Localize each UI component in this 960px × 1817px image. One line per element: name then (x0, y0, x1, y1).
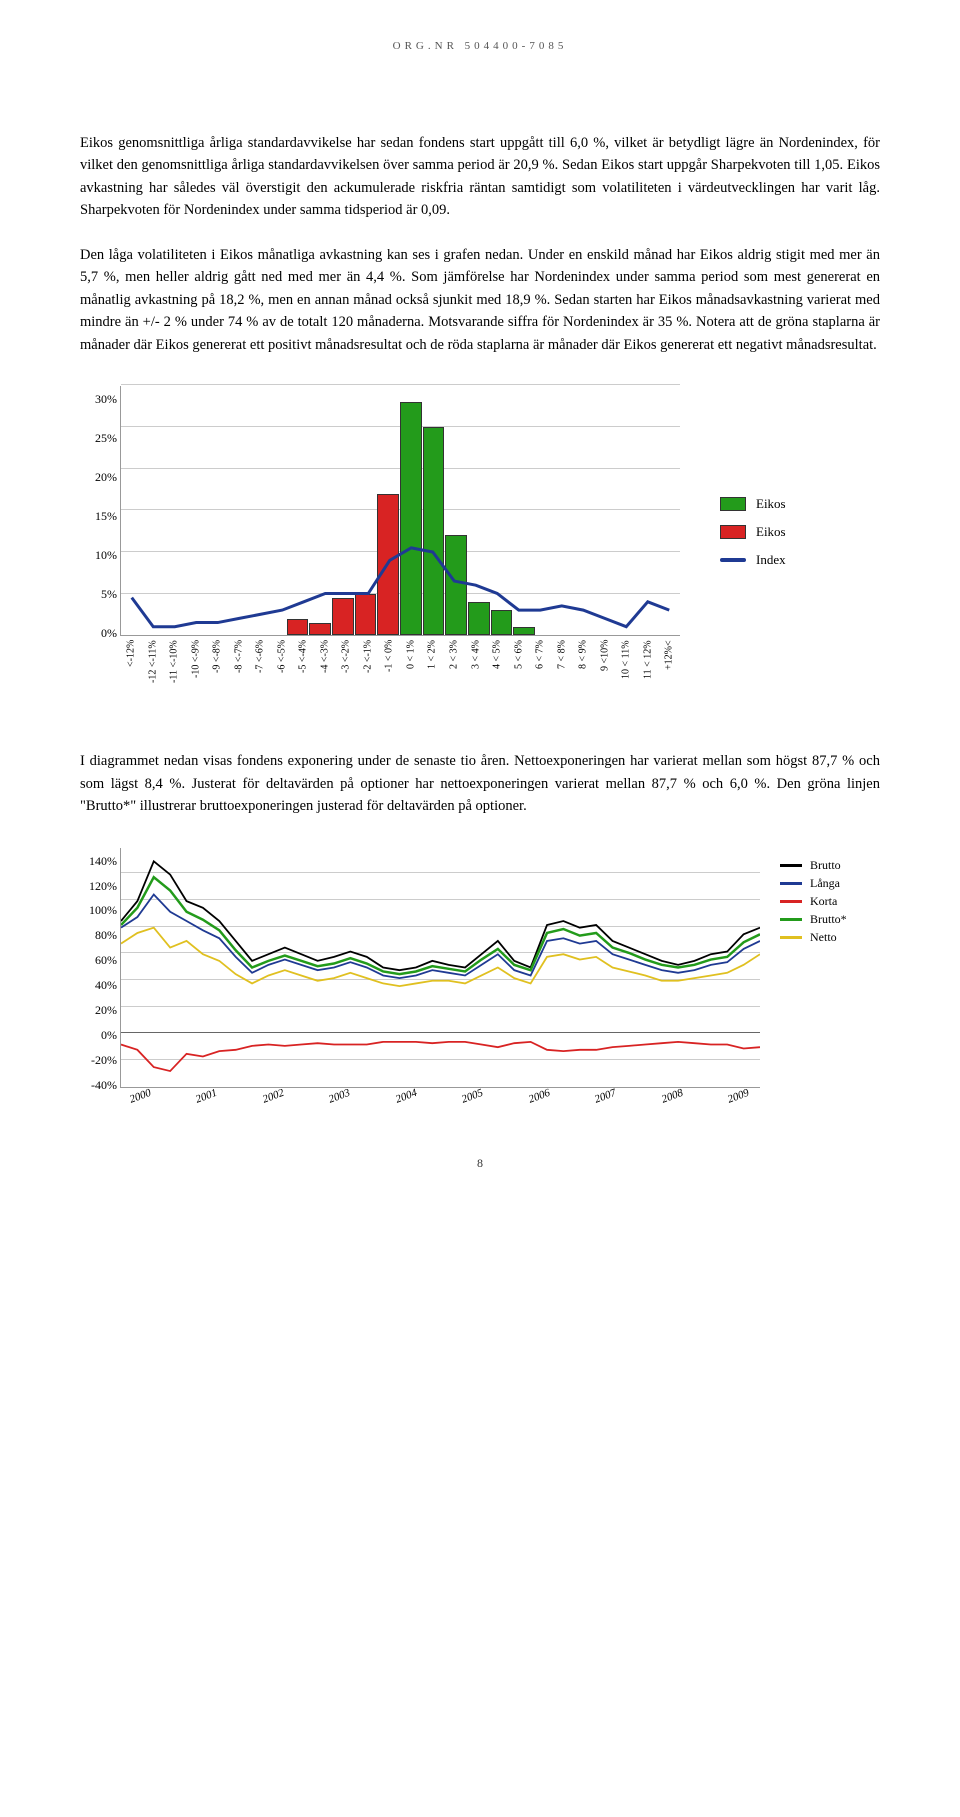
histogram-bar (309, 623, 331, 636)
legend-item: Korta (780, 894, 847, 909)
x-label: 2002 (261, 1086, 286, 1105)
x-label: 2007 (593, 1086, 618, 1105)
y-tick: 5% (77, 587, 117, 602)
x-label: -4 <-3% (314, 640, 336, 710)
y-tick: 120% (71, 879, 117, 894)
x-label: 2009 (726, 1086, 751, 1105)
x-label: -11 <-10% (163, 640, 185, 710)
x-label: -1 < 0% (378, 640, 400, 710)
y-tick: 140% (71, 854, 117, 869)
x-label: -3 <-2% (335, 640, 357, 710)
x-label: -8 <-7% (228, 640, 250, 710)
y-tick: 0% (71, 1028, 117, 1043)
x-label: 1 < 2% (421, 640, 443, 710)
x-label: -10 <-9% (185, 640, 207, 710)
y-tick: 40% (71, 978, 117, 993)
x-label: -12 <-11% (142, 640, 164, 710)
legend-item: Eikos (720, 496, 786, 512)
histogram-bar (491, 610, 513, 635)
chart2-legend: Brutto Långa Korta Brutto* Netto (780, 858, 847, 948)
x-label: 2003 (327, 1086, 352, 1105)
x-label: 3 < 4% (465, 640, 487, 710)
y-tick: 80% (71, 928, 117, 943)
y-tick: 100% (71, 903, 117, 918)
paragraph-2: Den låga volatiliteten i Eikos månatliga… (80, 244, 880, 356)
legend-item: Netto (780, 930, 847, 945)
x-label: 2005 (460, 1086, 485, 1105)
histogram-bar (287, 619, 309, 636)
x-label: -6 <-5% (271, 640, 293, 710)
y-tick: 15% (77, 509, 117, 524)
y-tick: 25% (77, 431, 117, 446)
x-label: 2008 (659, 1086, 684, 1105)
histogram-bar (513, 627, 535, 635)
histogram-bar (355, 594, 377, 636)
x-label: 0 < 1% (400, 640, 422, 710)
y-tick: 20% (71, 1003, 117, 1018)
legend-item: Långa (780, 876, 847, 891)
x-label: +12%< (658, 640, 680, 710)
x-label: 2004 (394, 1086, 419, 1105)
histogram-bar (332, 598, 354, 636)
chart1-legend: Eikos Eikos Index (720, 496, 786, 580)
x-label: 2000 (128, 1086, 153, 1105)
histogram-bar (468, 602, 490, 635)
histogram-bar (445, 535, 467, 635)
x-label: 7 < 8% (551, 640, 573, 710)
y-tick: -20% (71, 1053, 117, 1068)
paragraph-3: I diagrammet nedan visas fondens exponer… (80, 750, 880, 817)
x-label: <-12% (120, 640, 142, 710)
org-number: ORG.NR 504400-7085 (80, 40, 880, 52)
x-label: 5 < 6% (508, 640, 530, 710)
y-tick: 60% (71, 953, 117, 968)
legend-item: Brutto* (780, 912, 847, 927)
x-label: 6 < 7% (529, 640, 551, 710)
x-label: 4 < 5% (486, 640, 508, 710)
y-tick: 10% (77, 548, 117, 563)
y-tick: -40% (71, 1078, 117, 1093)
legend-item: Brutto (780, 858, 847, 873)
y-tick: 20% (77, 470, 117, 485)
histogram-bar (377, 494, 399, 636)
histogram-bar (400, 402, 422, 635)
x-label: -9 <-8% (206, 640, 228, 710)
y-tick: 0% (77, 626, 117, 641)
legend-item: Eikos (720, 524, 786, 540)
x-label: -7 <-6% (249, 640, 271, 710)
x-label: -5 <-4% (292, 640, 314, 710)
x-label: 10 < 11% (615, 640, 637, 710)
y-tick: 30% (77, 392, 117, 407)
x-label: 8 < 9% (572, 640, 594, 710)
x-label: 2001 (194, 1086, 219, 1105)
page-number: 8 (80, 1156, 880, 1171)
x-label: 2 < 3% (443, 640, 465, 710)
legend-item: Index (720, 552, 786, 568)
paragraph-1: Eikos genomsnittliga årliga standardavvi… (80, 132, 880, 222)
histogram-chart: 30%25%20%15%10%5%0% <-12%-12 <-11%-11 <-… (120, 386, 880, 710)
x-label: -2 <-1% (357, 640, 379, 710)
x-label: 2006 (527, 1086, 552, 1105)
histogram-bar (423, 427, 445, 635)
x-label: 11 < 12% (637, 640, 659, 710)
exposure-chart: 140%120%100%80%60%40%20%0%-20%-40% 20002… (120, 848, 880, 1106)
x-label: 9 <10% (594, 640, 616, 710)
